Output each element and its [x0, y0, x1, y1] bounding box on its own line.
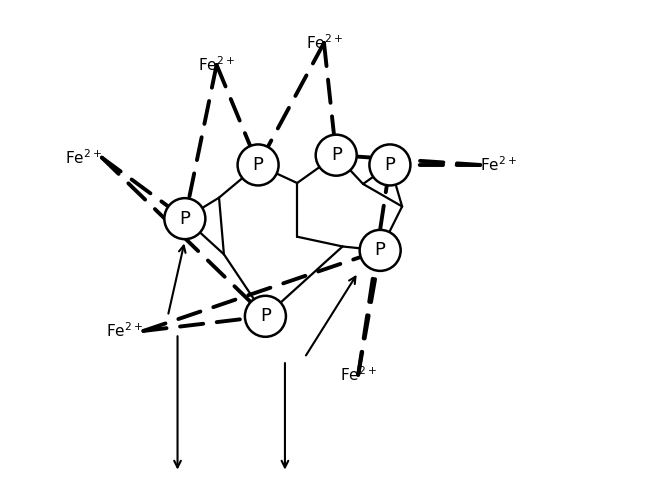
Text: Fe$^{2+}$: Fe$^{2+}$	[198, 55, 235, 74]
Circle shape	[316, 135, 356, 176]
Text: P: P	[330, 146, 341, 164]
Text: P: P	[375, 242, 386, 259]
Circle shape	[369, 144, 410, 186]
Text: P: P	[384, 156, 395, 174]
Circle shape	[238, 144, 279, 186]
Circle shape	[360, 230, 400, 271]
Text: Fe$^{2+}$: Fe$^{2+}$	[106, 322, 143, 340]
Text: P: P	[179, 210, 191, 228]
Circle shape	[245, 296, 286, 337]
Text: Fe$^{2+}$: Fe$^{2+}$	[340, 365, 376, 384]
Text: Fe$^{2+}$: Fe$^{2+}$	[480, 156, 517, 174]
Text: P: P	[253, 156, 264, 174]
Circle shape	[165, 198, 205, 239]
Text: Fe$^{2+}$: Fe$^{2+}$	[305, 33, 343, 52]
Text: Fe$^{2+}$: Fe$^{2+}$	[65, 148, 102, 167]
Text: P: P	[260, 307, 271, 326]
